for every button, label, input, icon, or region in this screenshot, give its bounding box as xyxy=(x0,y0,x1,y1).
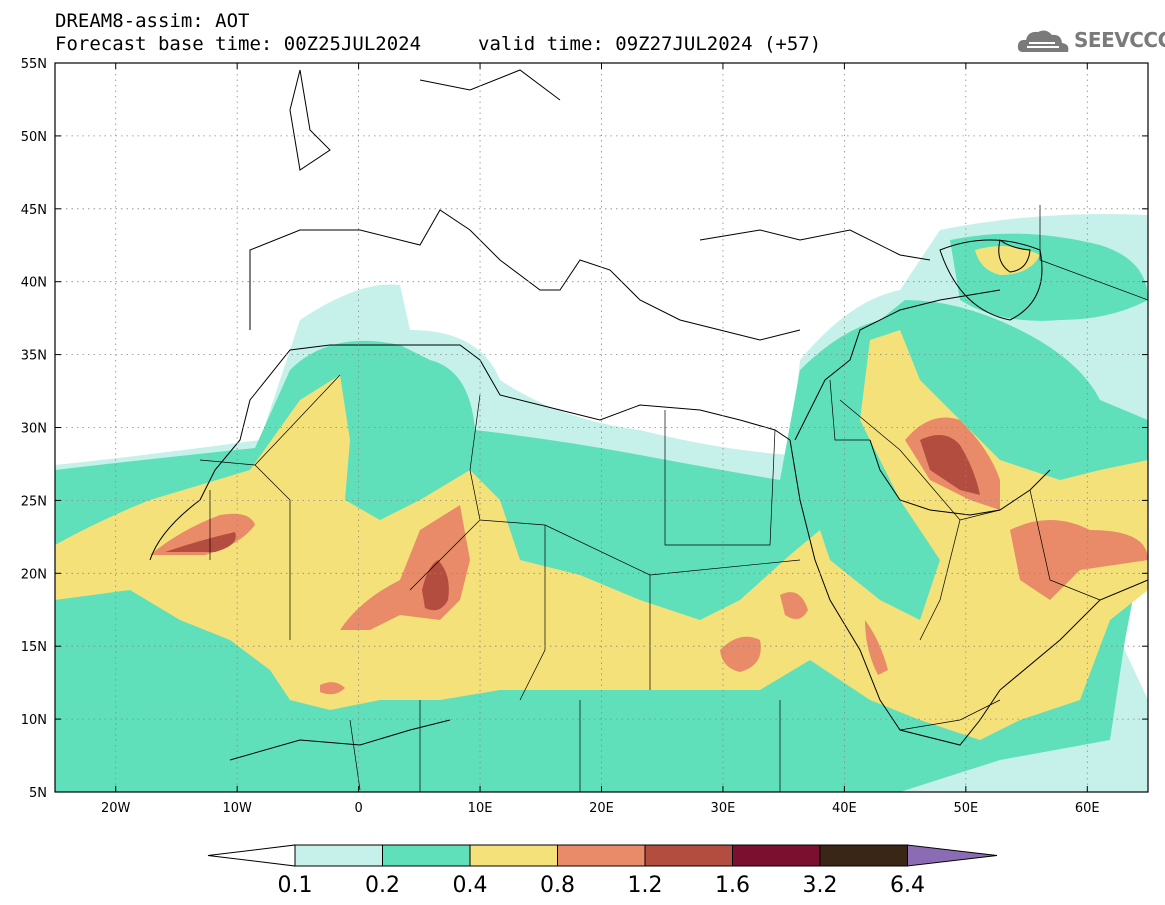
cloud-icon xyxy=(1017,30,1069,52)
colorbar-segment xyxy=(382,844,471,867)
lon-tick-label: 60E xyxy=(1075,801,1100,816)
colorbar-segment xyxy=(557,844,646,867)
map-title: DREAM8-assim: AOT xyxy=(55,10,250,32)
lat-tick-label: 30N xyxy=(21,422,47,437)
lon-tick-label: 10E xyxy=(468,801,493,816)
colorbar-label: 0.2 xyxy=(365,873,400,898)
colorbar-label: 0.4 xyxy=(453,873,488,898)
colorbar-label: 1.2 xyxy=(628,873,663,898)
lat-tick-label: 15N xyxy=(21,640,47,655)
lat-tick-label: 25N xyxy=(21,494,47,509)
colorbar-label: 6.4 xyxy=(890,873,925,898)
colorbar-segment xyxy=(819,844,908,867)
colorbar-over-arrow xyxy=(907,844,998,867)
coastlines xyxy=(149,69,1148,761)
colorbar-label: 1.6 xyxy=(715,873,750,898)
lat-tick-label: 40N xyxy=(21,276,47,291)
colorbar-segment xyxy=(469,844,558,867)
lon-tick-label: 50E xyxy=(953,801,978,816)
colorbar-label: 0.1 xyxy=(278,873,313,898)
lat-tick-label: 35N xyxy=(21,349,47,364)
lat-tick-label: 45N xyxy=(21,203,47,218)
lon-tick-label: 40E xyxy=(832,801,857,816)
lat-tick-label: 10N xyxy=(21,713,47,728)
aot-band-1-2 xyxy=(165,532,236,552)
colorbar-label: 3.2 xyxy=(803,873,838,898)
colorbar-segment xyxy=(644,844,733,867)
lon-tick-label: 20E xyxy=(589,801,614,816)
lat-lon-grid xyxy=(55,63,1148,792)
lat-tick-label: 50N xyxy=(21,130,47,145)
lon-tick-label: 0 xyxy=(354,801,362,816)
forecast-base-time: Forecast base time: 00Z25JUL2024 xyxy=(55,33,422,55)
colorbar-segment xyxy=(294,844,383,867)
lat-tick-label: 20N xyxy=(21,567,47,582)
lat-tick-label: 5N xyxy=(29,786,47,801)
lat-tick-label: 55N xyxy=(21,57,47,72)
lon-tick-label: 20W xyxy=(101,801,131,816)
colorbar xyxy=(207,844,998,867)
colorbar-label: 0.8 xyxy=(540,873,575,898)
valid-time: valid time: 09Z27JUL2024 (+57) xyxy=(478,33,822,55)
lon-tick-label: 30E xyxy=(711,801,736,816)
logo-text: SEEVCCC xyxy=(1074,28,1165,52)
lon-tick-label: 10W xyxy=(222,801,252,816)
colorbar-segment xyxy=(732,844,821,867)
colorbar-under-arrow xyxy=(207,844,296,867)
